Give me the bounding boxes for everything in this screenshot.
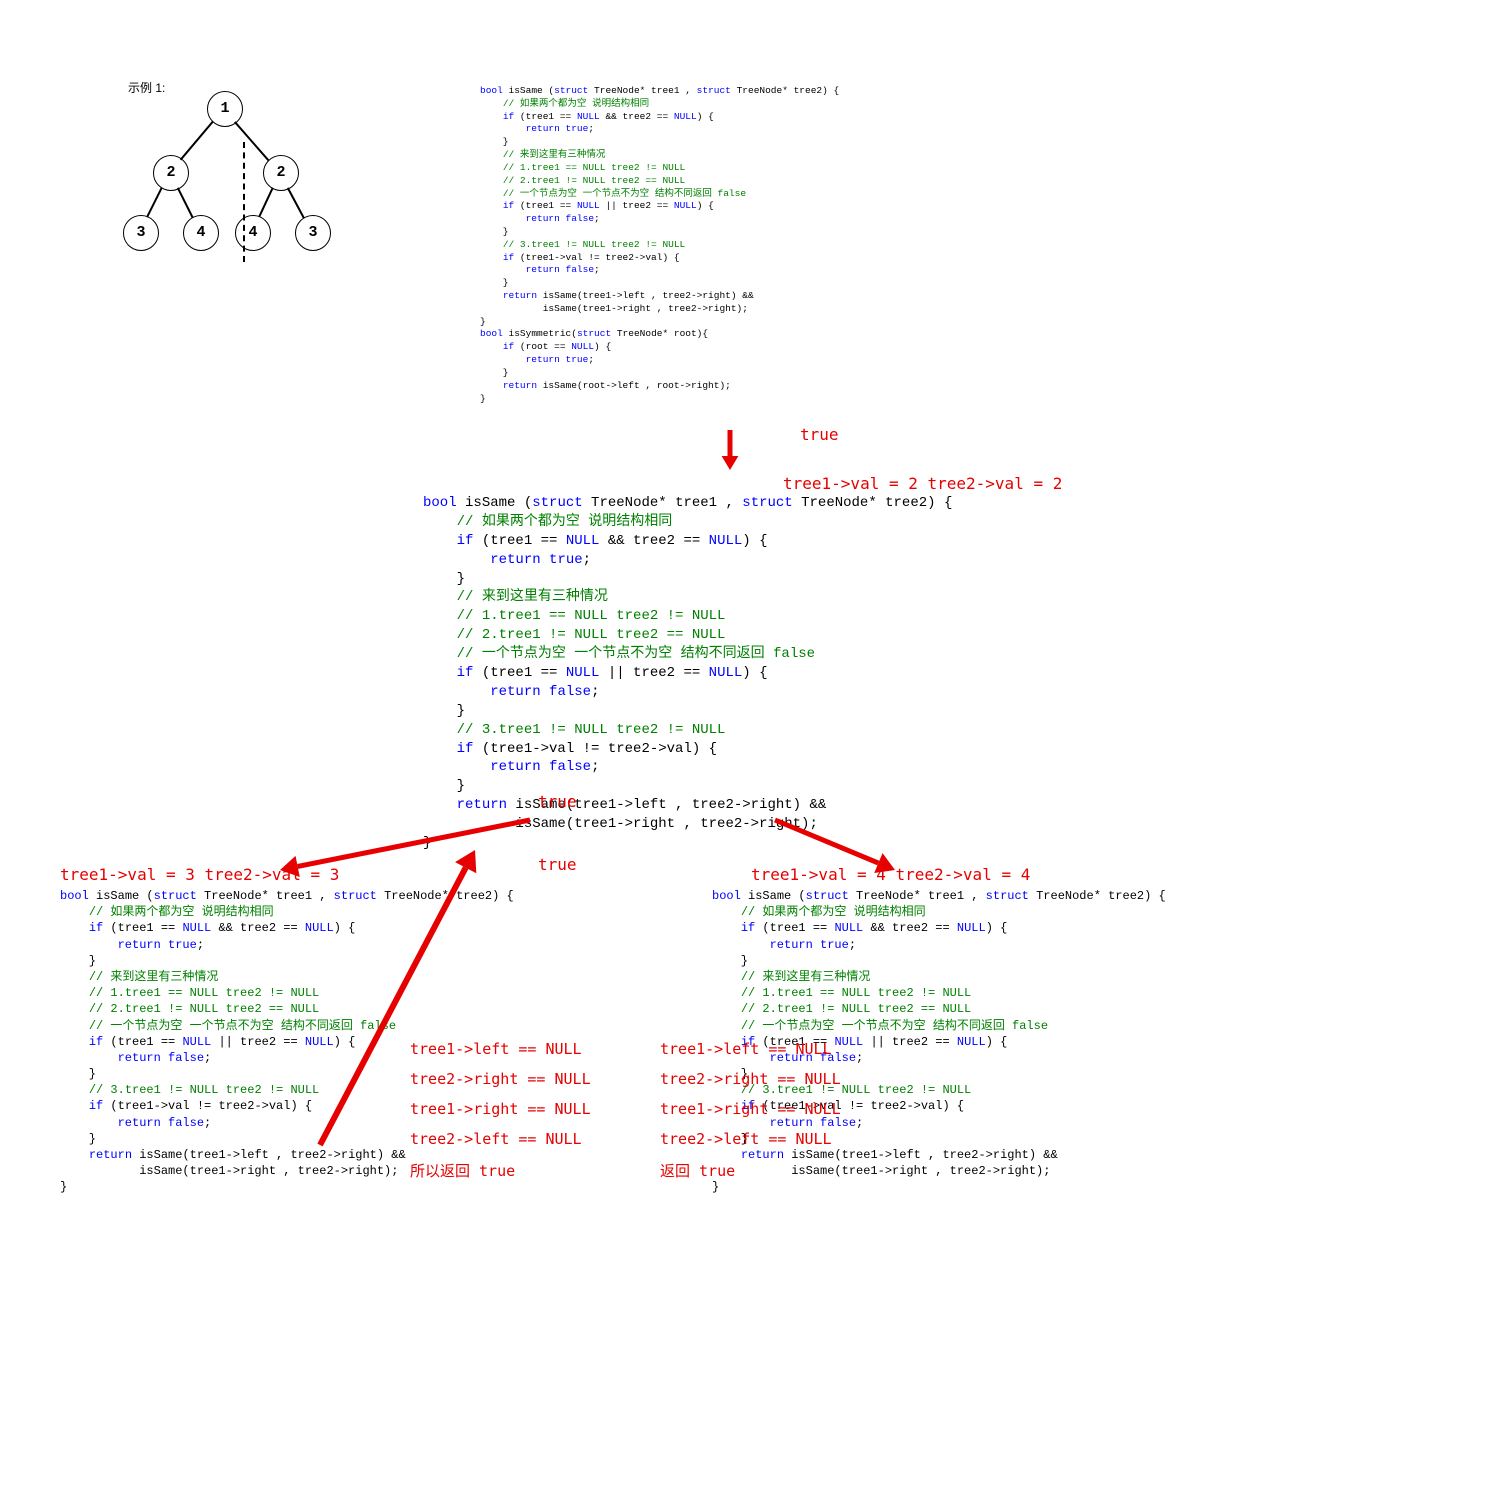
annot-vals-right: tree1->val = 4 tree2->val = 4 [751,865,1030,884]
example-label: 示例 1: [128,79,165,96]
tree-node-2: 2 [153,155,189,191]
tree-node-3: 3 [123,215,159,251]
annot-true-mid2: true [538,855,577,874]
code-block-middle: bool isSame (struct TreeNode* tree1 , st… [423,494,952,853]
annot-vals-left: tree1->val = 3 tree2->val = 3 [60,865,339,884]
annot-vals-lvl2: tree1->val = 2 tree2->val = 2 [783,474,1062,493]
annot-true-mid1: true [538,792,577,811]
tree-node-4: 4 [235,215,271,251]
tree-node-3: 3 [295,215,331,251]
tree-node-4: 4 [183,215,219,251]
code-block-top: bool isSame (struct TreeNode* tree1 , st… [480,85,839,405]
annot-true-top: true [800,425,839,444]
tree-node-2: 2 [263,155,299,191]
